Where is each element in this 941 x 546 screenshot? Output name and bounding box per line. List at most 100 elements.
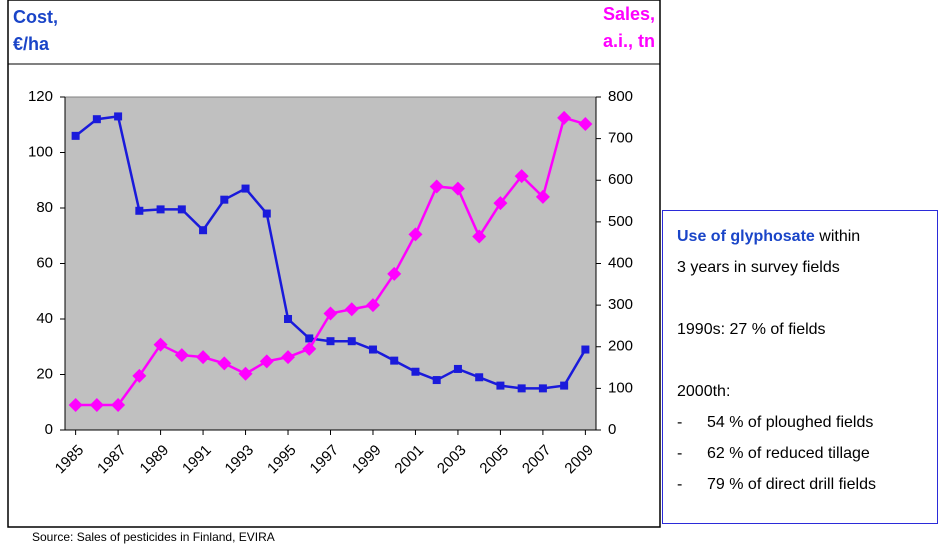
marker bbox=[408, 227, 423, 242]
marker bbox=[326, 337, 335, 346]
note-line: 1990s: 27 % of fields bbox=[677, 321, 826, 338]
marker bbox=[196, 350, 211, 365]
marker bbox=[281, 350, 296, 365]
y2-tick-label: 600 bbox=[608, 171, 633, 188]
x-tick-label: 1991 bbox=[179, 442, 215, 478]
y2-tick-label: 200 bbox=[608, 338, 633, 355]
marker bbox=[390, 356, 399, 365]
marker bbox=[411, 367, 420, 376]
marker bbox=[259, 354, 274, 369]
bullet-dash: - bbox=[677, 414, 683, 431]
x-tick-label: 1995 bbox=[264, 442, 300, 478]
y2-tick-label: 700 bbox=[608, 130, 633, 147]
marker bbox=[114, 112, 123, 121]
marker bbox=[365, 298, 380, 313]
x-tick-label: 1999 bbox=[349, 442, 385, 478]
x-tick-label: 1989 bbox=[137, 442, 173, 478]
marker bbox=[472, 229, 487, 244]
note-bullet: - 62 % of reduced tillage bbox=[677, 438, 937, 469]
x-tick-label: 2001 bbox=[391, 442, 427, 478]
marker bbox=[241, 184, 250, 193]
source: Source: Sales of pesticides in Finland, … bbox=[32, 530, 275, 544]
marker bbox=[220, 195, 229, 204]
note-box: Use of glyphosate within 3 years in surv… bbox=[662, 210, 938, 524]
note-heading: Use of glyphosate bbox=[677, 228, 815, 245]
y2-tick-label: 300 bbox=[608, 296, 633, 313]
marker bbox=[560, 381, 569, 390]
bullet-text: 54 % of ploughed fields bbox=[707, 414, 874, 431]
note-line: 3 years in survey fields bbox=[677, 259, 840, 276]
marker bbox=[89, 398, 104, 413]
note-bullet: - 79 % of direct drill fields bbox=[677, 469, 937, 500]
bullet-text: 79 % of direct drill fields bbox=[707, 476, 876, 493]
y-tick-label: 80 bbox=[36, 199, 53, 216]
marker bbox=[111, 398, 126, 413]
y-tick-label: 40 bbox=[36, 310, 53, 327]
marker bbox=[177, 205, 186, 214]
marker bbox=[217, 356, 232, 371]
marker bbox=[199, 226, 208, 235]
note-line: Use of glyphosate within bbox=[677, 221, 937, 252]
marker bbox=[535, 189, 550, 204]
marker bbox=[514, 169, 529, 184]
marker bbox=[284, 315, 293, 323]
marker bbox=[71, 131, 80, 140]
marker bbox=[305, 334, 314, 343]
plot-area bbox=[64, 96, 597, 431]
bullet-dash: - bbox=[677, 445, 683, 462]
marker bbox=[538, 384, 547, 393]
marker bbox=[323, 306, 338, 321]
note-text: within bbox=[814, 228, 861, 245]
marker bbox=[156, 205, 165, 214]
y2-label: Sales, bbox=[603, 4, 655, 24]
bullet-text: 62 % of reduced tillage bbox=[707, 445, 870, 462]
marker bbox=[453, 364, 462, 373]
y-label: €/ha bbox=[13, 34, 50, 54]
marker bbox=[387, 266, 402, 281]
note-bullet: - 54 % of ploughed fields bbox=[677, 407, 937, 438]
x-tick-label: 2007 bbox=[519, 442, 555, 478]
marker bbox=[238, 366, 253, 381]
marker bbox=[429, 179, 444, 194]
marker bbox=[92, 115, 101, 124]
bullet-dash: - bbox=[677, 476, 683, 493]
marker bbox=[578, 117, 593, 132]
marker bbox=[135, 206, 144, 215]
marker bbox=[517, 384, 526, 393]
y-label: Cost, bbox=[13, 7, 58, 27]
y-tick-label: 100 bbox=[28, 143, 53, 160]
marker bbox=[347, 337, 356, 346]
marker bbox=[132, 368, 147, 383]
marker bbox=[174, 348, 189, 363]
marker bbox=[432, 376, 441, 385]
y2-tick-label: 100 bbox=[608, 379, 633, 396]
marker bbox=[493, 196, 508, 211]
marker bbox=[68, 398, 83, 413]
y2-tick-label: 500 bbox=[608, 213, 633, 230]
y2-tick-label: 800 bbox=[608, 88, 633, 105]
x-tick-label: 2003 bbox=[434, 442, 470, 478]
marker bbox=[302, 341, 317, 356]
plot-frame bbox=[7, 63, 661, 528]
marker bbox=[475, 373, 484, 382]
marker bbox=[262, 209, 271, 218]
marker bbox=[496, 381, 505, 390]
marker bbox=[450, 181, 465, 196]
x-tick-label: 2009 bbox=[561, 442, 597, 478]
y-tick-label: 60 bbox=[36, 254, 53, 271]
marker bbox=[344, 302, 359, 317]
y-tick-label: 20 bbox=[36, 365, 53, 382]
note-bullets: - 54 % of ploughed fields - 62 % of reduced… bbox=[677, 407, 937, 500]
y2-tick-label: 400 bbox=[608, 254, 633, 271]
x-tick-label: 1985 bbox=[52, 442, 88, 478]
x-tick-label: 2005 bbox=[476, 442, 512, 478]
marker bbox=[581, 345, 590, 354]
x-tick-label: 1993 bbox=[222, 442, 258, 478]
y2-tick-label: 0 bbox=[608, 421, 616, 438]
marker bbox=[557, 110, 572, 125]
x-tick-label: 1997 bbox=[307, 442, 343, 478]
x-tick-label: 1987 bbox=[94, 442, 130, 478]
